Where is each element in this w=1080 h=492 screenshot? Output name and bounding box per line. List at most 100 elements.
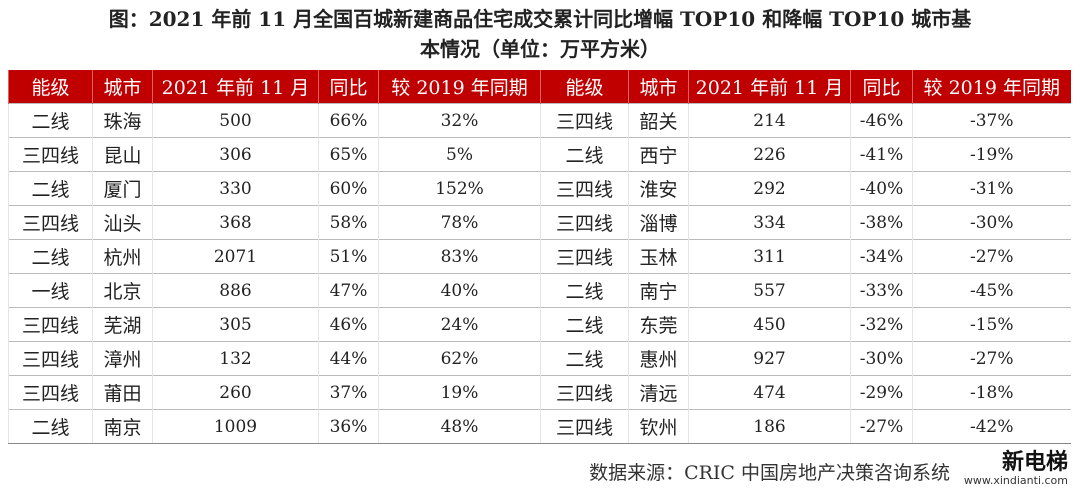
table-cell: 292 [688,171,851,206]
column-header: 能级 [540,70,629,104]
table-row: 二线 厦门 330 60% 152% 三四线 淮安 292 -40% -31% [8,171,1071,206]
table-cell: 19% [378,375,541,410]
table-body: 二线 珠海 500 66% 32% 三四线 韶关 214 -46% -37% 三四线 昆山 306 65%… [8,103,1071,444]
table-cell: 昆山 [92,137,153,172]
table-cell: 三四线 [8,137,93,172]
table-cell: 三四线 [8,307,93,342]
table-cell: 65% [318,137,379,172]
table-cell: 惠州 [628,341,689,376]
table-cell: 334 [688,205,851,240]
table-cell: 306 [152,137,319,172]
table-cell: 三四线 [8,341,93,376]
table-cell: 芜湖 [92,307,153,342]
table-cell: 二线 [8,239,93,274]
table-cell: 48% [378,409,541,444]
table-cell: 226 [688,137,851,172]
column-header: 较 2019 年同期 [378,70,541,104]
column-header: 2021 年前 11 月 [152,70,319,104]
table-cell: 漳州 [92,341,153,376]
column-header: 2021 年前 11 月 [688,70,851,104]
table-cell: 东莞 [628,307,689,342]
table-cell: 311 [688,239,851,274]
table-cell: 60% [318,171,379,206]
table-cell: -18% [912,375,1071,410]
title-line: 本情况（单位：万平方米） [420,37,660,61]
table-cell: 三四线 [540,205,629,240]
table-row: 三四线 莆田 260 37% 19% 三四线 清远 474 -29% -18% [8,375,1071,410]
table-cell: 32% [378,103,541,138]
table-cell: -41% [850,137,913,172]
table-cell: -27% [912,341,1071,376]
table-cell: 40% [378,273,541,308]
table-cell: -38% [850,205,913,240]
table-cell: 214 [688,103,851,138]
table-cell: -27% [912,239,1071,274]
table-cell: -46% [850,103,913,138]
table-cell: 玉林 [628,239,689,274]
table-row: 一线 北京 886 47% 40% 二线 南宁 557 -33% -45% [8,273,1071,308]
table-cell: 66% [318,103,379,138]
table-cell: 二线 [540,307,629,342]
table-cell: -32% [850,307,913,342]
table-cell: 二线 [540,137,629,172]
table-cell: 5% [378,137,541,172]
table-cell: 二线 [8,171,93,206]
table-cell: 莆田 [92,375,153,410]
table-cell: 260 [152,375,319,410]
table-cell: 368 [152,205,319,240]
table-cell: 62% [378,341,541,376]
logo-url: www.xindianti.com [963,474,1068,487]
table-cell: 2071 [152,239,319,274]
table-cell: 450 [688,307,851,342]
table-cell: 58% [318,205,379,240]
column-header: 城市 [92,70,153,104]
logo: 新电梯 [1001,450,1068,475]
table-cell: 三四线 [540,409,629,444]
table-cell: 清远 [628,375,689,410]
table-cell: 24% [378,307,541,342]
table-cell: 一线 [8,273,93,308]
table-row: 三四线 汕头 368 58% 78% 三四线 淄博 334 -38% -30% [8,205,1071,240]
table-cell: -29% [850,375,913,410]
table-cell: 珠海 [92,103,153,138]
table-cell: -30% [912,205,1071,240]
title-line: 图：2021 年前 11 月全国百城新建商品住宅成交累计同比增幅 TOP10 和… [108,7,972,31]
table-cell: 淄博 [628,205,689,240]
table-cell: 厦门 [92,171,153,206]
column-header: 同比 [318,70,379,104]
column-header: 能级 [8,70,93,104]
table-cell: 132 [152,341,319,376]
table-cell: 36% [318,409,379,444]
table-cell: 三四线 [8,205,93,240]
table-cell: -33% [850,273,913,308]
table-cell: 二线 [8,409,93,444]
table-cell: 三四线 [540,171,629,206]
table-cell: 淮安 [628,171,689,206]
column-header: 较 2019 年同期 [912,70,1071,104]
table-cell: -15% [912,307,1071,342]
table-row: 三四线 芜湖 305 46% 24% 二线 东莞 450 -32% -15% [8,307,1071,342]
source-note: 数据来源：CRIC 中国房地产决策咨询系统 [589,462,950,484]
table-row: 三四线 昆山 306 65% 5% 二线 西宁 226 -41% -19% [8,137,1071,172]
table-cell: 44% [318,341,379,376]
table-cell: 1009 [152,409,319,444]
table-row: 三四线 漳州 132 44% 62% 二线 惠州 927 -30% -27% [8,341,1071,376]
header-row: 能级 城市 2021 年前 11 月同比较 2019 年同期 能级 城市 2021 年前 … [8,70,1071,104]
table-cell: 886 [152,273,319,308]
table-cell: 152% [378,171,541,206]
table-cell: 杭州 [92,239,153,274]
table-cell: 三四线 [540,239,629,274]
table-cell: -27% [850,409,913,444]
table-cell: 汕头 [92,205,153,240]
table-cell: 330 [152,171,319,206]
table-cell: 83% [378,239,541,274]
table-cell: 三四线 [540,103,629,138]
column-header: 城市 [628,70,689,104]
table-cell: 46% [318,307,379,342]
table-cell: 北京 [92,273,153,308]
table-cell: 三四线 [8,375,93,410]
table-cell: -30% [850,341,913,376]
table-cell: 南京 [92,409,153,444]
table-cell: -45% [912,273,1071,308]
